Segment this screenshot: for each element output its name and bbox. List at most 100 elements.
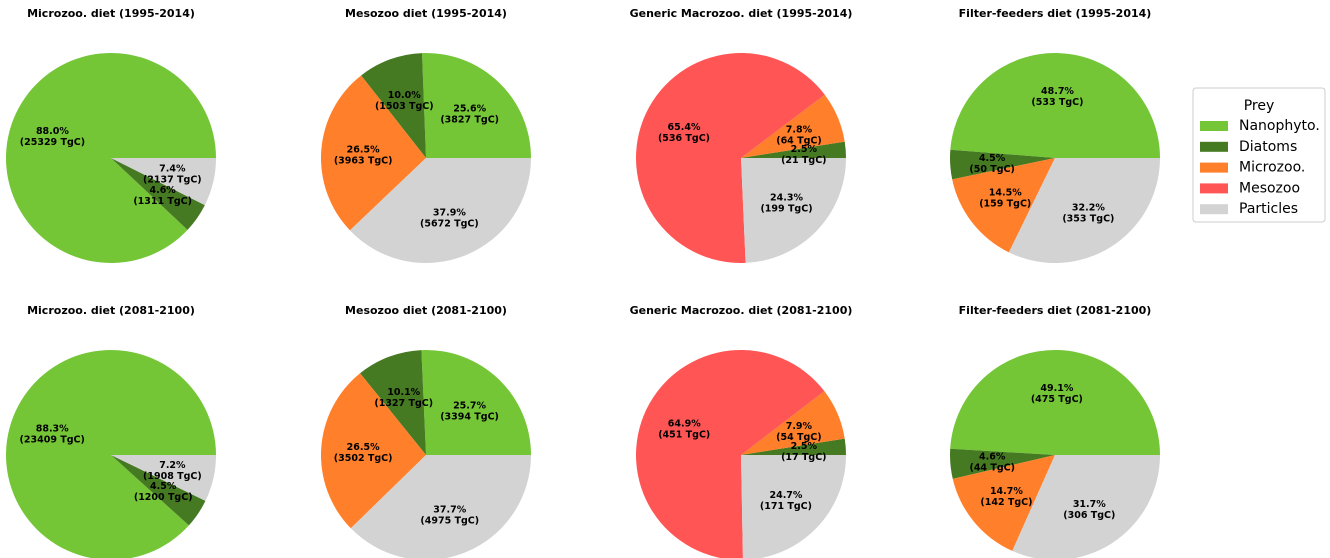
slice-label: 88.3% (23409 TgC): [20, 423, 85, 445]
slice-amount: (171 TgC): [760, 501, 812, 512]
slice-percent: 4.5%: [979, 153, 1006, 164]
slice-amount: (3502 TgC): [334, 453, 393, 464]
slice-label: 7.2% (1908 TgC): [143, 460, 202, 482]
legend-swatch: [1200, 162, 1228, 173]
slice-percent: 7.8%: [786, 124, 813, 135]
pie-slice: [741, 94, 845, 158]
pie-slice: [636, 53, 825, 264]
pie-slice: [111, 158, 216, 206]
chart-title: Microzoo. diet (2081-2100): [27, 304, 195, 317]
slice-percent: 7.9%: [786, 421, 813, 432]
chart-title: Generic Macrozoo. diet (1995-2014): [630, 7, 853, 20]
slice-label: 4.6% (44 TgC): [969, 451, 1014, 473]
slice-amount: (1200 TgC): [134, 492, 193, 503]
slice-amount: (2137 TgC): [143, 175, 202, 186]
slice-percent: 65.4%: [668, 122, 701, 133]
slice-percent: 88.0%: [36, 126, 69, 137]
slice-label: 10.0% (1503 TgC): [375, 90, 434, 112]
slice-label: 26.5% (3502 TgC): [334, 442, 393, 464]
slice-amount: (3394 TgC): [440, 411, 499, 422]
slice-percent: 32.2%: [1072, 202, 1105, 213]
slice-amount: (475 TgC): [1031, 394, 1083, 405]
slice-label: 7.4% (2137 TgC): [143, 164, 202, 186]
slice-label: 31.7% (306 TgC): [1063, 499, 1115, 521]
pie-slice: [361, 53, 426, 159]
legend-label: Particles: [1239, 201, 1298, 217]
legend-label: Diatoms: [1239, 139, 1297, 155]
slice-percent: 14.7%: [990, 486, 1023, 497]
slice-amount: (1503 TgC): [375, 101, 434, 112]
pie-slice: [950, 448, 1055, 479]
legend-swatch: [1200, 121, 1228, 131]
legend-swatch: [1200, 183, 1228, 194]
slice-percent: 37.9%: [433, 208, 466, 219]
legend-label: Microzoo.: [1239, 160, 1305, 176]
pie-slice: [321, 373, 426, 529]
slice-label: 49.1% (475 TgC): [1031, 383, 1083, 405]
pie-slice: [950, 53, 1160, 159]
slice-amount: (451 TgC): [658, 430, 710, 441]
pie-slice: [360, 350, 426, 455]
slice-label: 4.5% (50 TgC): [969, 153, 1014, 175]
legend-title: Prey: [1244, 98, 1275, 114]
slice-amount: (44 TgC): [969, 462, 1014, 473]
slice-label: 37.7% (4975 TgC): [420, 504, 479, 526]
slice-percent: 26.5%: [347, 144, 380, 155]
slice-amount: (353 TgC): [1062, 213, 1114, 224]
slice-amount: (21 TgC): [781, 155, 826, 166]
pie-slice: [111, 158, 205, 230]
slice-percent: 7.4%: [159, 164, 186, 175]
slice-label: 26.5% (3963 TgC): [334, 144, 393, 166]
slice-label: 24.7% (171 TgC): [760, 490, 812, 512]
chart-title: Mesozoo diet (1995-2014): [345, 7, 507, 20]
pie-slice: [349, 158, 531, 264]
slice-percent: 10.0%: [388, 90, 421, 101]
slice-label: 25.7% (3394 TgC): [440, 400, 499, 422]
slice-percent: 10.1%: [387, 387, 420, 398]
legend-swatch: [1200, 204, 1228, 215]
slice-percent: 24.7%: [769, 490, 802, 501]
slice-label: 14.7% (142 TgC): [980, 486, 1032, 508]
slice-percent: 2.5%: [791, 441, 818, 452]
slice-label: 64.9% (451 TgC): [658, 419, 710, 441]
slice-percent: 31.7%: [1073, 499, 1106, 510]
legend-label: Nanophyto.: [1239, 118, 1320, 134]
slice-label: 37.9% (5672 TgC): [420, 208, 479, 230]
slice-label: 14.5% (159 TgC): [979, 188, 1031, 210]
chart-title: Filter-feeders diet (2081-2100): [959, 304, 1152, 317]
pie-slice: [741, 391, 845, 455]
pie-slice: [952, 158, 1055, 253]
slice-amount: (159 TgC): [979, 199, 1031, 210]
pie-slice: [950, 349, 1160, 455]
slice-percent: 25.6%: [453, 104, 486, 115]
slice-percent: 24.3%: [770, 193, 803, 204]
slice-amount: (25329 TgC): [20, 137, 85, 148]
slice-label: 48.7% (533 TgC): [1031, 86, 1083, 108]
pie-slice: [421, 350, 531, 455]
slice-amount: (50 TgC): [969, 164, 1014, 175]
slice-percent: 2.5%: [791, 144, 818, 155]
slice-percent: 37.7%: [433, 504, 466, 515]
slice-percent: 48.7%: [1041, 86, 1074, 97]
legend-label: Mesozoo: [1239, 180, 1300, 196]
slice-amount: (5672 TgC): [420, 219, 479, 230]
slice-label: 4.5% (1200 TgC): [134, 481, 193, 503]
slice-label: 32.2% (353 TgC): [1062, 202, 1114, 224]
slice-amount: (3963 TgC): [334, 155, 393, 166]
pie-slice: [6, 350, 216, 558]
pie-slice: [1008, 158, 1161, 264]
slice-label: 88.0% (25329 TgC): [20, 126, 85, 148]
slice-label: 10.1% (1327 TgC): [374, 387, 433, 409]
slice-amount: (1311 TgC): [133, 196, 192, 207]
slice-percent: 25.7%: [453, 400, 486, 411]
slice-amount: (17 TgC): [781, 452, 826, 463]
slice-label: 2.5% (21 TgC): [781, 144, 826, 166]
slice-amount: (64 TgC): [776, 135, 821, 146]
chart-title: Mesozoo diet (2081-2100): [345, 304, 507, 317]
slice-amount: (142 TgC): [980, 497, 1032, 508]
slice-amount: (306 TgC): [1063, 510, 1115, 521]
slice-amount: (1327 TgC): [374, 398, 433, 409]
slice-amount: (4975 TgC): [420, 515, 479, 526]
pie-slice: [741, 438, 846, 455]
